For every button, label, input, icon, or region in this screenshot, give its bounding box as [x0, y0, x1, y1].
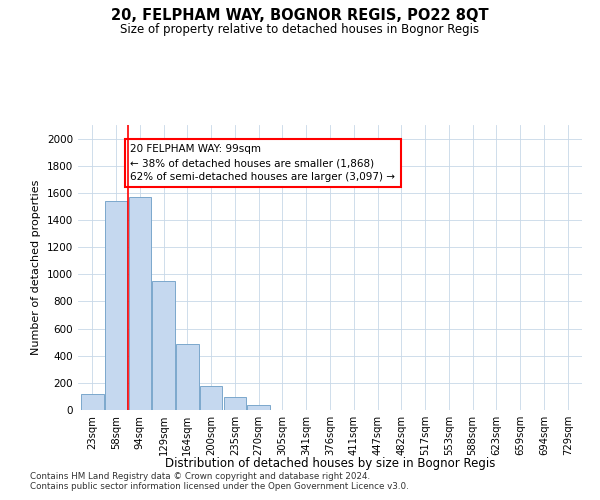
Bar [200, 386, 223, 410]
Text: Contains HM Land Registry data © Crown copyright and database right 2024.: Contains HM Land Registry data © Crown c… [30, 472, 370, 481]
Text: Contains public sector information licensed under the Open Government Licence v3: Contains public sector information licen… [30, 482, 409, 491]
Y-axis label: Number of detached properties: Number of detached properties [31, 180, 41, 355]
Bar [176, 344, 199, 410]
Bar [247, 404, 270, 410]
Text: 20, FELPHAM WAY, BOGNOR REGIS, PO22 8QT: 20, FELPHAM WAY, BOGNOR REGIS, PO22 8QT [111, 8, 489, 22]
Bar [152, 281, 175, 410]
Text: 20 FELPHAM WAY: 99sqm
← 38% of detached houses are smaller (1,868)
62% of semi-d: 20 FELPHAM WAY: 99sqm ← 38% of detached … [130, 144, 395, 182]
Bar [224, 397, 246, 410]
Text: Size of property relative to detached houses in Bognor Regis: Size of property relative to detached ho… [121, 22, 479, 36]
Text: Distribution of detached houses by size in Bognor Regis: Distribution of detached houses by size … [165, 458, 495, 470]
Bar [81, 394, 104, 410]
Bar [128, 197, 151, 410]
Bar [105, 201, 127, 410]
